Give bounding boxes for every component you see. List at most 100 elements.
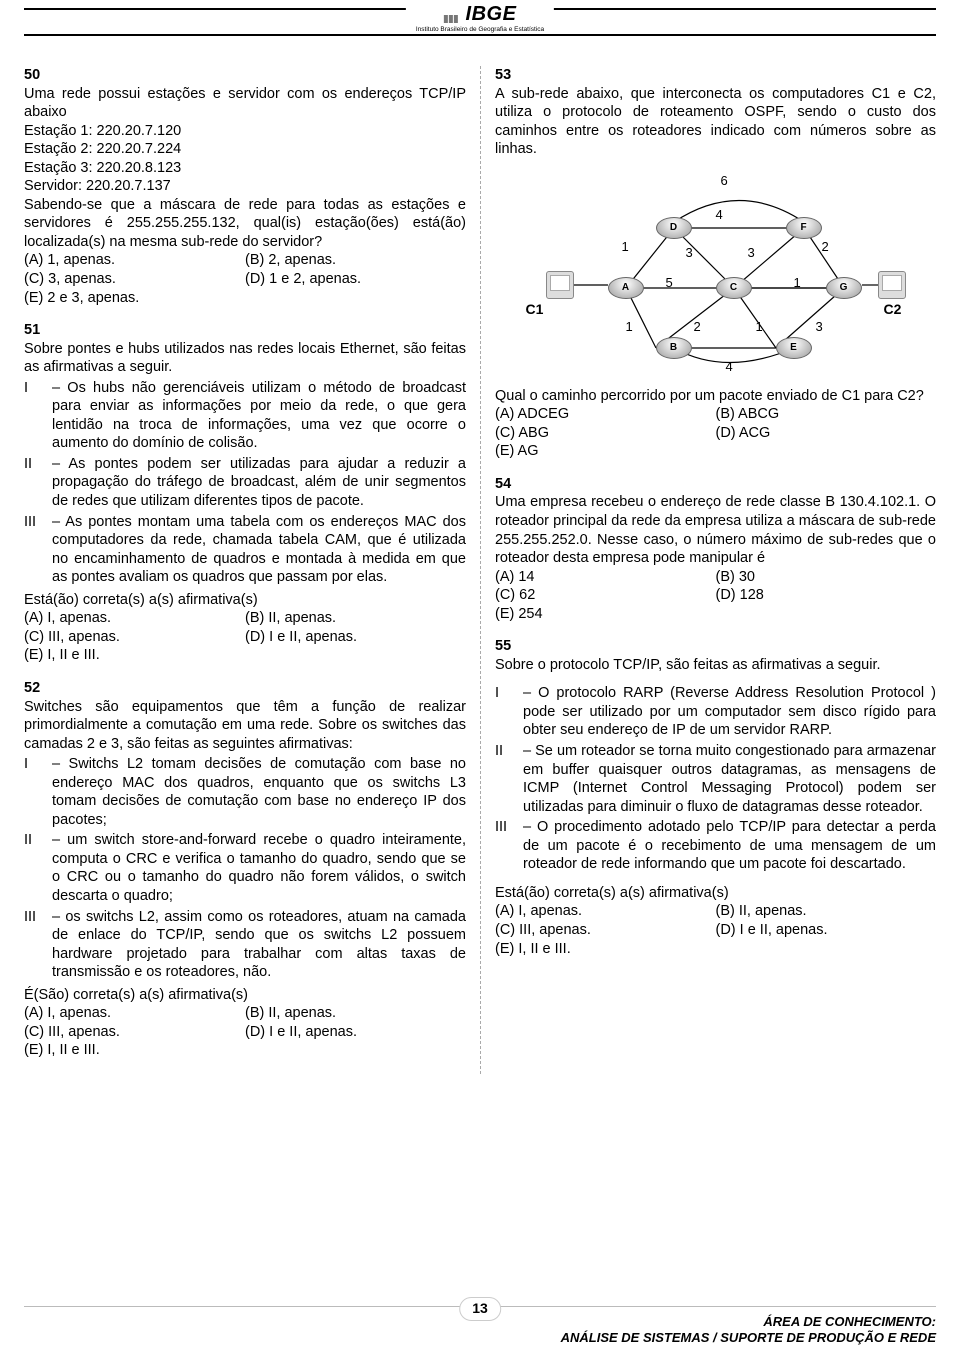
q51-opt-a: (A) I, apenas. — [24, 609, 245, 628]
edge-weight-11: 3 — [816, 319, 823, 336]
brand-text: IBGE — [466, 3, 517, 25]
edge-weight-6: 5 — [666, 275, 673, 292]
q51-intro: Sobre pontes e hubs utilizados nas redes… — [24, 340, 466, 377]
q52-opt-d: (D) I e II, apenas. — [245, 1023, 466, 1042]
content-columns: 50 Uma rede possui estações e servidor c… — [0, 48, 960, 1074]
question-52: 52 Switches são equipamentos que têm a f… — [24, 679, 466, 1060]
q52-opt-a: (A) I, apenas. — [24, 1004, 245, 1023]
q51-item-ii: As pontes podem ser utilizadas para ajud… — [52, 456, 466, 509]
footer-area-name: ANÁLISE DE SISTEMAS / SUPORTE DE PRODUÇÃ… — [561, 1330, 936, 1347]
right-column: 53 A sub-rede abaixo, que interconecta o… — [480, 66, 936, 1074]
q54-body: Uma empresa recebeu o endereço de rede c… — [495, 493, 936, 567]
q52-stem: É(São) correta(s) a(s) afirmativa(s) — [24, 986, 466, 1005]
left-column: 50 Uma rede possui estações e servidor c… — [24, 66, 480, 1074]
edge-weight-5: 2 — [822, 239, 829, 256]
q55-stem: Está(ão) correta(s) a(s) afirmativa(s) — [495, 884, 936, 903]
q51-item-i: Os hubs não gerenciáveis utilizam o méto… — [52, 380, 466, 452]
q54-opt-b: (B) 30 — [716, 568, 937, 587]
q53-opt-d: (D) ACG — [716, 424, 937, 443]
q54-number: 54 — [495, 475, 936, 494]
q51-opt-d: (D) I e II, apenas. — [245, 628, 466, 647]
q50-station1: Estação 1: 220.20.7.120 — [24, 122, 466, 141]
q55-item-ii: Se um roteador se torna muito congestion… — [523, 743, 936, 815]
q55-opt-b: (B) II, apenas. — [716, 902, 937, 921]
page-header: IBGE Instituto Brasileiro de Geografia e… — [0, 0, 960, 48]
q52-item-ii: um switch store-and-forward recebe o qua… — [52, 832, 466, 904]
q55-opt-a: (A) I, apenas. — [495, 902, 716, 921]
edge-weight-0: 6 — [721, 173, 728, 190]
router-B: B — [656, 337, 692, 359]
q51-stem: Está(ão) correta(s) a(s) afirmativa(s) — [24, 591, 466, 610]
q53-question: Qual o caminho percorrido por um pacote … — [495, 387, 936, 406]
q52-number: 52 — [24, 679, 466, 698]
q52-intro: Switches são equipamentos que têm a funç… — [24, 698, 466, 754]
q51-opt-e: (E) I, II e III. — [24, 646, 245, 665]
footer-area-label: ÁREA DE CONHECIMENTO: — [561, 1314, 936, 1331]
q50-server: Servidor: 220.20.7.137 — [24, 177, 466, 196]
router-F: F — [786, 217, 822, 239]
host-C2 — [878, 271, 906, 299]
q55-intro: Sobre o protocolo TCP/IP, são feitas as … — [495, 656, 936, 675]
q50-opt-e: (E) 2 e 3, apenas. — [24, 289, 245, 308]
question-51: 51 Sobre pontes e hubs utilizados nas re… — [24, 321, 466, 665]
question-53: 53 A sub-rede abaixo, que interconecta o… — [495, 66, 936, 461]
router-C: C — [716, 277, 752, 299]
q53-opt-e: (E) AG — [495, 442, 716, 461]
q52-item-i: Switchs L2 tomam decisões de comutação c… — [52, 756, 466, 828]
q55-number: 55 — [495, 637, 936, 656]
page-number: 13 — [459, 1297, 501, 1321]
q50-opt-a: (A) 1, apenas. — [24, 251, 245, 270]
q53-opt-b: (B) ABCG — [716, 405, 937, 424]
footer-text: ÁREA DE CONHECIMENTO: ANÁLISE DE SISTEMA… — [561, 1314, 936, 1347]
edge-weight-4: 3 — [748, 245, 755, 262]
edge-weight-10: 1 — [756, 319, 763, 336]
q52-opt-e: (E) I, II e III. — [24, 1041, 245, 1060]
edge-weight-3: 3 — [686, 245, 693, 262]
q50-opt-b: (B) 2, apenas. — [245, 251, 466, 270]
q53-opt-c: (C) ABG — [495, 424, 716, 443]
q50-number: 50 — [24, 66, 466, 85]
edge-weight-8: 1 — [626, 319, 633, 336]
brand-subtitle: Instituto Brasileiro de Geografia e Esta… — [416, 26, 544, 34]
q50-opt-d: (D) 1 e 2, apenas. — [245, 270, 466, 289]
router-E: E — [776, 337, 812, 359]
q54-opt-c: (C) 62 — [495, 586, 716, 605]
q52-opt-b: (B) II, apenas. — [245, 1004, 466, 1023]
q50-opt-c: (C) 3, apenas. — [24, 270, 245, 289]
host-label-C2: C2 — [884, 301, 902, 319]
router-G: G — [826, 277, 862, 299]
host-label-C1: C1 — [526, 301, 544, 319]
q54-opt-d: (D) 128 — [716, 586, 937, 605]
q53-intro: A sub-rede abaixo, que interconecta os c… — [495, 85, 936, 159]
edge-weight-9: 2 — [694, 319, 701, 336]
q54-opt-a: (A) 14 — [495, 568, 716, 587]
q52-opt-c: (C) III, apenas. — [24, 1023, 245, 1042]
edge-weight-2: 1 — [622, 239, 629, 256]
q53-opt-a: (A) ADCEG — [495, 405, 716, 424]
q55-opt-e: (E) I, II e III. — [495, 940, 716, 959]
q55-opt-d: (D) I e II, apenas. — [716, 921, 937, 940]
ibge-logo: IBGE Instituto Brasileiro de Geografia e… — [406, 2, 554, 34]
q53-number: 53 — [495, 66, 936, 85]
router-D: D — [656, 217, 692, 239]
edge-weight-7: 1 — [794, 275, 801, 292]
q55-item-i: O protocolo RARP (Reverse Address Resolu… — [523, 685, 936, 738]
question-55: 55 Sobre o protocolo TCP/IP, são feitas … — [495, 637, 936, 958]
q51-opt-c: (C) III, apenas. — [24, 628, 245, 647]
q50-station2: Estação 2: 220.20.7.224 — [24, 140, 466, 159]
q50-station3: Estação 3: 220.20.8.123 — [24, 159, 466, 178]
q55-item-iii: O procedimento adotado pelo TCP/IP para … — [523, 819, 936, 872]
q51-item-iii: As pontes montam uma tabela com os ender… — [52, 514, 466, 586]
q51-number: 51 — [24, 321, 466, 340]
network-diagram: ABCDEFGC1C26413325112134 — [526, 167, 906, 377]
q50-body: Sabendo-se que a máscara de rede para to… — [24, 196, 466, 252]
q55-opt-c: (C) III, apenas. — [495, 921, 716, 940]
host-C1 — [546, 271, 574, 299]
question-50: 50 Uma rede possui estações e servidor c… — [24, 66, 466, 307]
q52-item-iii: os switchs L2, assim como os roteadores,… — [52, 909, 466, 981]
edge-weight-1: 4 — [716, 207, 723, 224]
q51-opt-b: (B) II, apenas. — [245, 609, 466, 628]
edge-weight-12: 4 — [726, 359, 733, 376]
question-54: 54 Uma empresa recebeu o endereço de red… — [495, 475, 936, 623]
q50-intro: Uma rede possui estações e servidor com … — [24, 85, 466, 122]
